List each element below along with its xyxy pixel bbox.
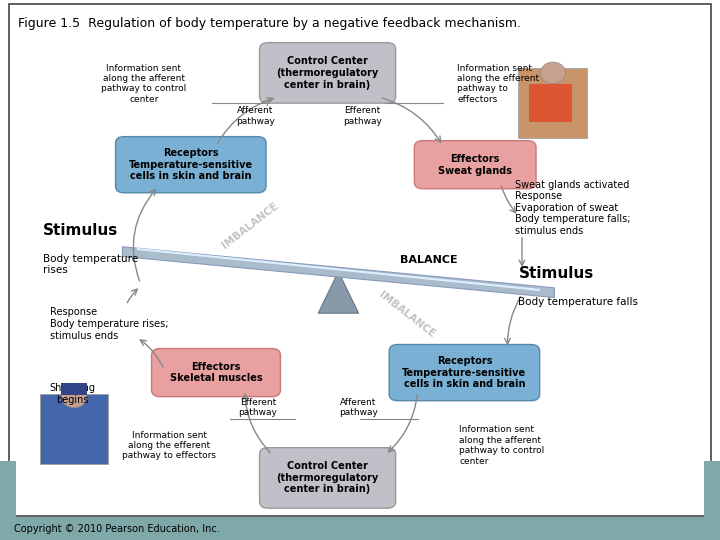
Text: Stimulus: Stimulus xyxy=(43,222,119,238)
Text: Sweat glands activated
Response
Evaporation of sweat
Body temperature falls;
sti: Sweat glands activated Response Evaporat… xyxy=(515,180,630,236)
FancyBboxPatch shape xyxy=(61,383,87,395)
Polygon shape xyxy=(122,247,554,298)
FancyBboxPatch shape xyxy=(0,461,16,517)
Polygon shape xyxy=(137,248,540,291)
Text: Receptors
Temperature-sensitive
cells in skin and brain: Receptors Temperature-sensitive cells in… xyxy=(402,356,526,389)
Text: Copyright © 2010 Pearson Education, Inc.: Copyright © 2010 Pearson Education, Inc. xyxy=(14,524,220,534)
FancyBboxPatch shape xyxy=(529,84,572,122)
Text: Afferent
pathway: Afferent pathway xyxy=(236,106,275,126)
Text: Information sent
along the efferent
pathway to
effectors: Information sent along the efferent path… xyxy=(457,64,539,104)
Text: Response
Body temperature rises;
stimulus ends: Response Body temperature rises; stimulu… xyxy=(50,307,169,341)
Polygon shape xyxy=(318,272,359,313)
Text: Efferent
pathway: Efferent pathway xyxy=(238,398,277,417)
FancyBboxPatch shape xyxy=(151,349,280,396)
Text: Information sent
along the afferent
pathway to control
center: Information sent along the afferent path… xyxy=(102,64,186,104)
Text: Effectors
Sweat glands: Effectors Sweat glands xyxy=(438,154,512,176)
Text: IMBALANCE: IMBALANCE xyxy=(220,201,281,251)
FancyBboxPatch shape xyxy=(518,68,587,138)
Text: IMBALANCE: IMBALANCE xyxy=(377,289,437,339)
Text: Afferent
pathway: Afferent pathway xyxy=(339,398,378,417)
Text: Information sent
along the efferent
pathway to effectors: Information sent along the efferent path… xyxy=(122,430,216,461)
Text: Effectors
Skeletal muscles: Effectors Skeletal muscles xyxy=(170,362,262,383)
Ellipse shape xyxy=(61,386,86,408)
Text: Control Center
(thermoregulatory
center in brain): Control Center (thermoregulatory center … xyxy=(276,461,379,495)
FancyBboxPatch shape xyxy=(9,4,711,516)
FancyBboxPatch shape xyxy=(704,461,720,517)
Ellipse shape xyxy=(540,62,566,84)
Text: Information sent
along the afferent
pathway to control
center: Information sent along the afferent path… xyxy=(459,426,544,465)
Text: Figure 1.5  Regulation of body temperature by a negative feedback mechanism.: Figure 1.5 Regulation of body temperatur… xyxy=(18,17,521,30)
FancyBboxPatch shape xyxy=(40,394,108,464)
FancyBboxPatch shape xyxy=(260,43,396,103)
FancyBboxPatch shape xyxy=(115,137,266,193)
Text: Body temperature
rises: Body temperature rises xyxy=(43,254,138,275)
Text: Efferent
pathway: Efferent pathway xyxy=(343,106,382,126)
FancyBboxPatch shape xyxy=(0,517,720,540)
Text: Body temperature falls: Body temperature falls xyxy=(518,297,639,307)
Text: Stimulus: Stimulus xyxy=(518,266,594,281)
Text: BALANCE: BALANCE xyxy=(400,255,457,265)
Text: Shivering
begins: Shivering begins xyxy=(49,383,95,405)
FancyBboxPatch shape xyxy=(415,140,536,189)
FancyBboxPatch shape xyxy=(260,448,396,508)
Text: Receptors
Temperature-sensitive
cells in skin and brain: Receptors Temperature-sensitive cells in… xyxy=(129,148,253,181)
Text: Control Center
(thermoregulatory
center in brain): Control Center (thermoregulatory center … xyxy=(276,56,379,90)
FancyBboxPatch shape xyxy=(389,345,540,401)
